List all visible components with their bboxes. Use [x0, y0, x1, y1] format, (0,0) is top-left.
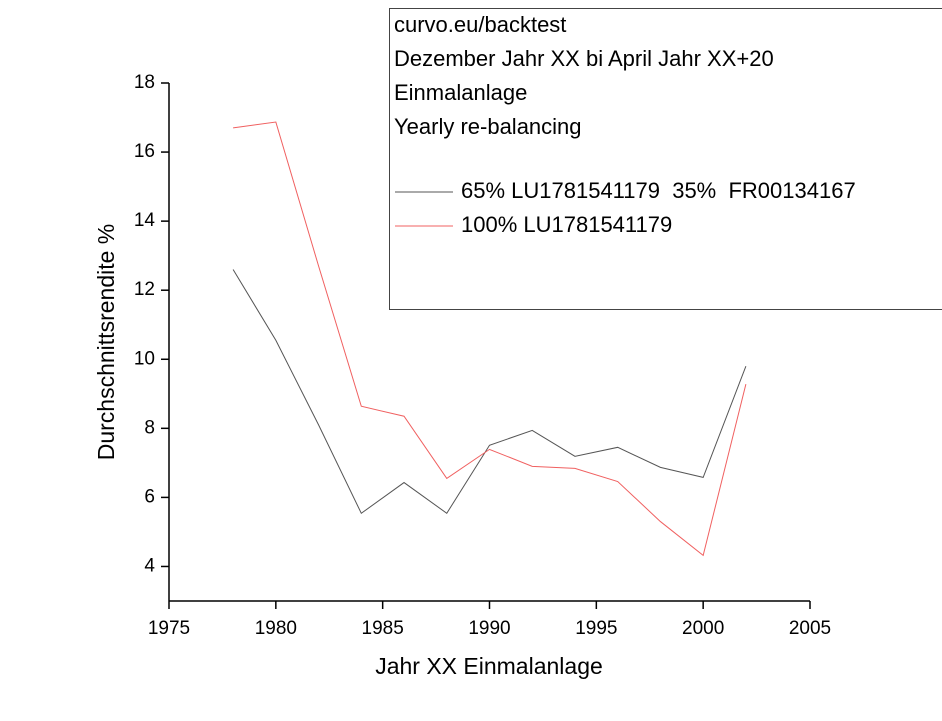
y-tick-label: 6 — [144, 486, 155, 507]
legend-box — [389, 8, 942, 310]
legend-label: 65% LU1781541179 35% FR00134167 — [461, 178, 856, 203]
y-tick-label: 16 — [134, 141, 155, 162]
y-tick-label: 14 — [134, 210, 156, 231]
x-axis-title: Jahr XX Einmalanlage — [375, 653, 603, 679]
y-tick-label: 4 — [144, 555, 155, 576]
series-line — [233, 121, 747, 557]
y-tick-label: 10 — [134, 348, 155, 369]
legend-label: 100% LU1781541179 — [461, 212, 672, 237]
legend-note: Yearly re-balancing — [394, 114, 582, 139]
x-tick-label: 1975 — [148, 618, 190, 639]
x-tick-label: 1985 — [362, 618, 404, 639]
legend-note: Dezember Jahr XX bi April Jahr XX+20 — [394, 46, 774, 71]
legend-note: Einmalanlage — [394, 80, 527, 105]
x-tick-label: 1995 — [575, 618, 617, 639]
y-tick-label: 18 — [134, 72, 155, 93]
legend-note: curvo.eu/backtest — [394, 12, 566, 37]
x-tick-label: 2005 — [789, 618, 831, 639]
x-tick-label: 1980 — [255, 618, 297, 639]
y-axis-title: Durchschnittsrendite % — [93, 224, 119, 461]
x-tick-label: 2000 — [682, 618, 724, 639]
y-tick-label: 8 — [144, 417, 155, 438]
y-tick-label: 12 — [134, 279, 155, 300]
x-tick-label: 1990 — [468, 618, 510, 639]
series-line — [232, 269, 747, 515]
